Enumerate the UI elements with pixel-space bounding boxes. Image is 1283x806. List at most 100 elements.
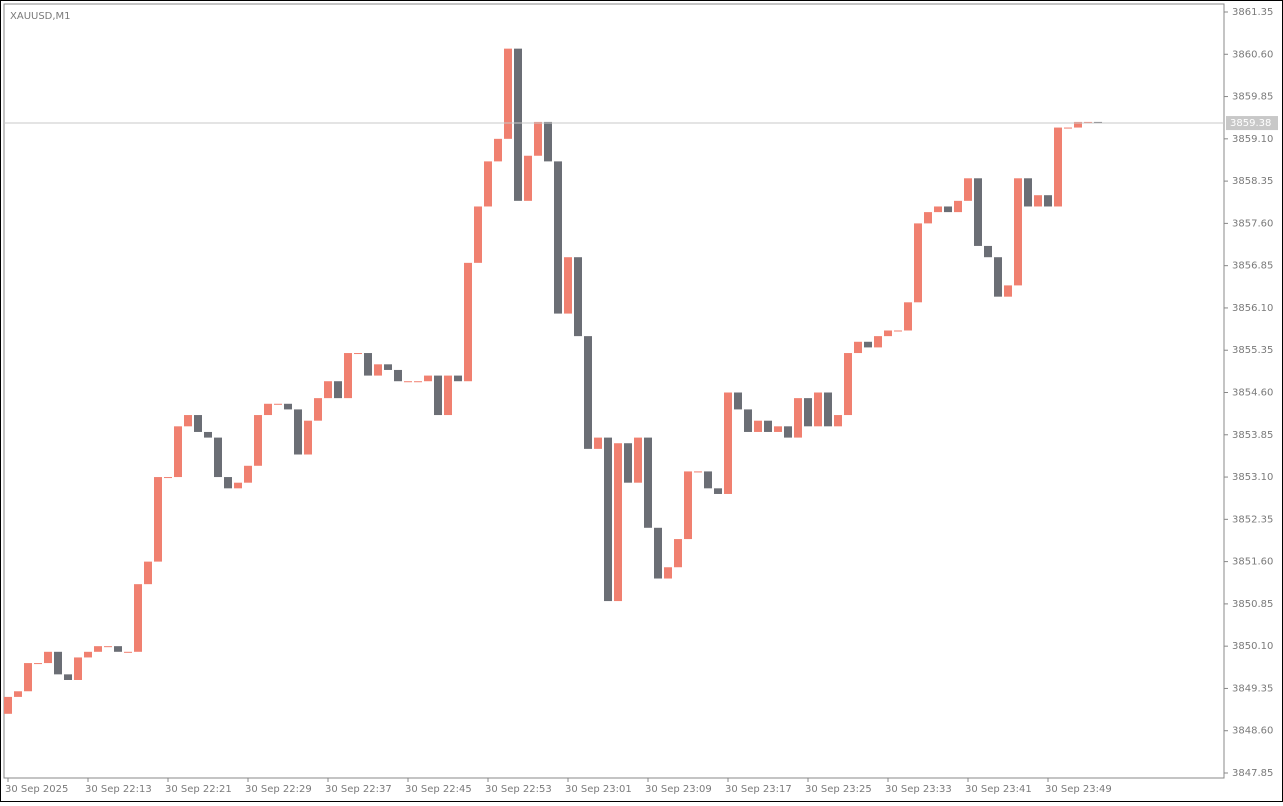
candle-body (614, 443, 622, 602)
candle-body (444, 375, 452, 416)
candle-body (874, 336, 882, 348)
y-tick-label: 3859.85 (1232, 92, 1273, 103)
candle-body (144, 561, 152, 585)
candle-body (264, 403, 272, 416)
candle-body (954, 200, 962, 213)
candle-body (474, 206, 482, 263)
y-tick-label: 3857.60 (1232, 218, 1273, 229)
candle-body (204, 431, 212, 438)
candle-body (974, 178, 982, 246)
candle-body (1094, 121, 1102, 124)
candle-body (554, 161, 562, 314)
candle-body (784, 426, 792, 438)
y-tick-label: 3849.35 (1232, 683, 1273, 694)
candle-body (564, 257, 572, 314)
candle-body (244, 465, 252, 483)
candle-body (1034, 195, 1042, 207)
candle-body (704, 471, 712, 489)
x-tick-label: 30 Sep 23:49 (1045, 784, 1112, 795)
candle-body (864, 341, 872, 348)
x-tick-label: 30 Sep 23:41 (965, 784, 1032, 795)
chart-title: XAUUSD,M1 (10, 11, 71, 22)
y-tick-label: 3854.60 (1232, 388, 1273, 399)
candle-body (644, 437, 652, 528)
candle-body (164, 477, 172, 479)
candle-body (184, 415, 192, 427)
x-tick-label: 30 Sep 23:09 (645, 784, 712, 795)
current-price-box (1226, 116, 1278, 131)
candle-body (1024, 178, 1032, 207)
x-tick-label: 30 Sep 23:25 (805, 784, 872, 795)
candle-body (254, 415, 262, 466)
candle-body (434, 375, 442, 416)
candle-body (904, 302, 912, 331)
candle-body (174, 426, 182, 478)
y-tick-label: 3853.85 (1232, 430, 1273, 441)
candle-body (1064, 127, 1072, 129)
x-tick-label: 30 Sep 22:21 (165, 784, 232, 795)
candle-body (824, 392, 832, 427)
candle-body (894, 330, 902, 332)
candle-body (314, 398, 322, 421)
candle-body (1004, 285, 1012, 297)
candle-body (764, 420, 772, 432)
candle-body (664, 567, 672, 579)
candle-body (924, 212, 932, 224)
candle-body (634, 437, 642, 483)
x-tick-label: 30 Sep 23:33 (885, 784, 952, 795)
candle-body (94, 646, 102, 652)
candle-body (154, 477, 162, 562)
x-tick-label: 30 Sep 22:29 (245, 784, 312, 795)
candle-body (1054, 127, 1062, 207)
candle-body (294, 409, 302, 455)
candle-body (884, 330, 892, 337)
candle-body (1074, 121, 1082, 128)
candle-body (44, 651, 52, 664)
current-price-label: 3859.38 (1230, 118, 1271, 129)
candle-body (964, 178, 972, 201)
candle-body (234, 482, 242, 489)
candle-body (814, 392, 822, 427)
candle-body (584, 336, 592, 449)
x-tick-label: 30 Sep 2025 (5, 784, 68, 795)
candle-body (714, 488, 722, 494)
candle-body (524, 155, 532, 201)
candle-body (24, 663, 32, 692)
candle-body (414, 381, 422, 383)
candle-body (604, 437, 612, 602)
candle-body (724, 392, 732, 494)
candle-body (134, 584, 142, 652)
candle-body (464, 262, 472, 382)
y-tick-label: 3856.10 (1232, 303, 1273, 314)
candle-body (284, 403, 292, 410)
y-tick-label: 3853.10 (1232, 472, 1273, 483)
candle-body (944, 206, 952, 213)
candle-body (354, 353, 362, 355)
y-tick-label: 3847.85 (1232, 768, 1273, 779)
candle-body (54, 651, 62, 675)
candle-body (84, 651, 92, 658)
candle-body (514, 48, 522, 201)
y-tick-label: 3858.35 (1232, 176, 1273, 187)
x-tick-label: 30 Sep 23:17 (725, 784, 792, 795)
candle-body (304, 420, 312, 455)
candle-body (574, 257, 582, 337)
candle-body (214, 437, 222, 478)
candle-body (594, 437, 602, 449)
candle-body (534, 121, 542, 156)
candle-body (674, 539, 682, 568)
y-tick-label: 3859.10 (1232, 134, 1273, 145)
candle-body (754, 420, 762, 432)
candle-body (1044, 195, 1052, 207)
candle-body (14, 691, 22, 697)
candle-body (74, 657, 82, 680)
candle-body (774, 426, 782, 432)
x-tick-label: 30 Sep 22:53 (485, 784, 552, 795)
candle-body (344, 353, 352, 399)
candle-body (834, 415, 842, 427)
candle-body (654, 527, 662, 579)
y-tick-label: 3852.35 (1232, 514, 1273, 525)
candle-body (114, 646, 122, 652)
candle-body (1084, 121, 1092, 123)
